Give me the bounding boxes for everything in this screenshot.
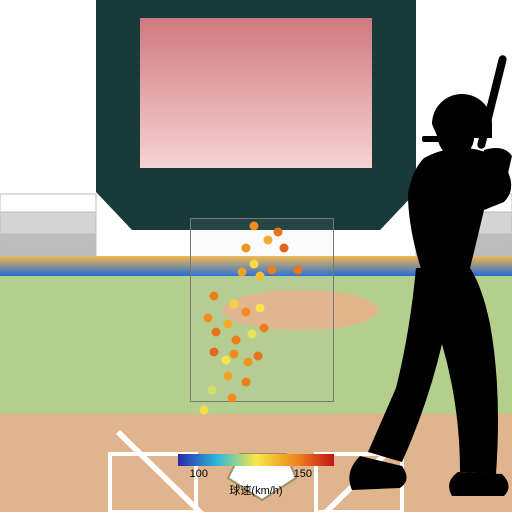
pitch-marker — [224, 372, 233, 381]
pitch-marker — [242, 308, 251, 317]
pitch-location-chart: 100 150 球速(km/h) — [0, 0, 512, 512]
pitch-marker — [242, 378, 251, 387]
pitch-marker — [208, 386, 217, 395]
pitch-marker — [264, 236, 273, 245]
pitch-marker — [256, 272, 265, 281]
pitch-marker — [232, 336, 241, 345]
pitch-marker — [260, 324, 269, 333]
pitch-marker — [222, 356, 231, 365]
pitch-marker — [250, 260, 259, 269]
legend-tick: 100 — [190, 468, 208, 480]
pitch-marker — [294, 266, 303, 275]
pitch-marker — [250, 222, 259, 231]
pitch-marker — [200, 406, 209, 415]
pitch-marker — [224, 320, 233, 329]
pitch-marker — [256, 304, 265, 313]
pitch-marker — [228, 394, 237, 403]
pitch-marker — [230, 300, 239, 309]
legend-label: 球速(km/h) — [196, 482, 316, 498]
pitch-marker — [254, 352, 263, 361]
batter-silhouette — [338, 54, 512, 524]
legend-colorbar — [178, 454, 334, 466]
pitch-marker — [238, 268, 247, 277]
pitch-marker — [244, 358, 253, 367]
pitch-marker — [212, 328, 221, 337]
pitch-marker — [242, 244, 251, 253]
pitch-marker — [268, 266, 277, 275]
pitch-marker — [248, 330, 257, 339]
pitch-marker — [230, 350, 239, 359]
pitch-marker — [210, 292, 219, 301]
pitch-marker — [280, 244, 289, 253]
pitch-marker — [274, 228, 283, 237]
pitch-marker — [204, 314, 213, 323]
pitch-marker — [210, 348, 219, 357]
legend-tick: 150 — [294, 468, 312, 480]
